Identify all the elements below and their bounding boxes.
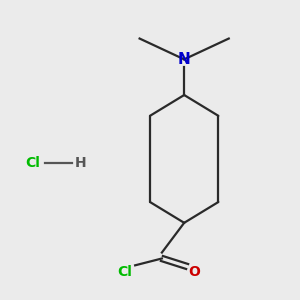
Text: Cl: Cl [117, 265, 132, 279]
Text: O: O [189, 265, 200, 279]
Text: Cl: Cl [25, 156, 40, 170]
Text: N: N [178, 52, 190, 67]
Text: H: H [74, 156, 86, 170]
